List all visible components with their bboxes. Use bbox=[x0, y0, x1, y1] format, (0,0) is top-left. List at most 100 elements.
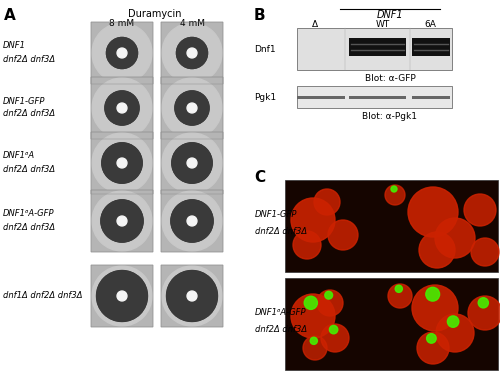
Bar bbox=[161, 22, 223, 84]
Circle shape bbox=[105, 91, 139, 125]
Circle shape bbox=[310, 337, 318, 344]
Bar bbox=[91, 190, 153, 252]
Circle shape bbox=[187, 216, 197, 226]
Circle shape bbox=[96, 270, 148, 321]
Circle shape bbox=[105, 91, 139, 125]
Circle shape bbox=[328, 220, 358, 250]
Text: DNF1⁶A-GFP: DNF1⁶A-GFP bbox=[3, 210, 54, 219]
Circle shape bbox=[172, 143, 212, 183]
Circle shape bbox=[388, 284, 412, 308]
Circle shape bbox=[187, 103, 197, 113]
Circle shape bbox=[92, 78, 152, 138]
Bar bbox=[91, 77, 153, 139]
Bar bbox=[161, 265, 223, 327]
Text: dnf2Δ dnf3Δ: dnf2Δ dnf3Δ bbox=[3, 55, 55, 63]
Bar bbox=[161, 190, 223, 252]
Circle shape bbox=[171, 200, 213, 242]
Circle shape bbox=[102, 143, 142, 183]
Circle shape bbox=[101, 200, 143, 242]
Text: C: C bbox=[254, 170, 265, 185]
Text: Δ: Δ bbox=[312, 20, 318, 29]
Circle shape bbox=[117, 158, 127, 168]
Circle shape bbox=[187, 158, 197, 168]
Circle shape bbox=[162, 78, 222, 138]
Circle shape bbox=[176, 37, 208, 69]
Text: dnf2Δ dnf3Δ: dnf2Δ dnf3Δ bbox=[255, 325, 307, 334]
Circle shape bbox=[166, 270, 218, 321]
Circle shape bbox=[408, 187, 458, 237]
Bar bbox=[161, 77, 223, 139]
Text: Blot: α-GFP: Blot: α-GFP bbox=[364, 74, 416, 83]
Circle shape bbox=[102, 143, 142, 183]
Circle shape bbox=[291, 198, 335, 242]
Bar bbox=[91, 22, 153, 84]
Text: dnf2Δ dnf3Δ: dnf2Δ dnf3Δ bbox=[255, 227, 307, 236]
Circle shape bbox=[92, 266, 152, 326]
Circle shape bbox=[175, 91, 209, 125]
Circle shape bbox=[187, 48, 197, 58]
Circle shape bbox=[117, 103, 127, 113]
Text: Pgk1: Pgk1 bbox=[254, 92, 276, 102]
Bar bbox=[161, 22, 223, 84]
Bar bbox=[161, 132, 223, 194]
Circle shape bbox=[92, 23, 152, 83]
Bar bbox=[91, 77, 153, 139]
Circle shape bbox=[468, 296, 500, 330]
Circle shape bbox=[325, 291, 332, 299]
Bar bbox=[349, 95, 406, 98]
Circle shape bbox=[417, 332, 449, 364]
Circle shape bbox=[175, 91, 209, 125]
Text: DNF1: DNF1 bbox=[376, 10, 404, 20]
Circle shape bbox=[117, 291, 127, 301]
Text: dnf1Δ dnf2Δ dnf3Δ: dnf1Δ dnf2Δ dnf3Δ bbox=[3, 292, 82, 301]
Bar bbox=[285, 180, 498, 272]
Circle shape bbox=[293, 231, 321, 259]
Circle shape bbox=[426, 287, 440, 301]
Circle shape bbox=[314, 189, 340, 215]
Circle shape bbox=[426, 334, 436, 343]
Circle shape bbox=[92, 191, 152, 251]
Bar bbox=[297, 28, 452, 70]
Text: dnf2Δ dnf3Δ: dnf2Δ dnf3Δ bbox=[3, 164, 55, 174]
Bar bbox=[91, 190, 153, 252]
Circle shape bbox=[162, 191, 222, 251]
Circle shape bbox=[317, 290, 343, 316]
Text: DNF1⁶A-GFP: DNF1⁶A-GFP bbox=[255, 308, 306, 318]
Circle shape bbox=[291, 294, 335, 338]
Bar bbox=[161, 265, 223, 327]
Circle shape bbox=[391, 186, 397, 192]
Bar bbox=[412, 95, 450, 98]
Bar bbox=[161, 77, 223, 139]
Text: DNF1-GFP: DNF1-GFP bbox=[3, 96, 45, 105]
Circle shape bbox=[117, 216, 127, 226]
Bar bbox=[161, 190, 223, 252]
Circle shape bbox=[92, 133, 152, 193]
Circle shape bbox=[171, 200, 213, 242]
Text: A: A bbox=[4, 8, 16, 23]
Bar bbox=[297, 86, 452, 108]
Circle shape bbox=[471, 238, 499, 266]
Circle shape bbox=[395, 285, 402, 292]
Text: 4 mM: 4 mM bbox=[180, 19, 204, 28]
Circle shape bbox=[162, 266, 222, 326]
Circle shape bbox=[162, 133, 222, 193]
Text: Blot: α-Pgk1: Blot: α-Pgk1 bbox=[362, 112, 418, 121]
Text: dnf2Δ dnf3Δ: dnf2Δ dnf3Δ bbox=[3, 223, 55, 232]
Circle shape bbox=[419, 232, 455, 268]
Circle shape bbox=[187, 291, 197, 301]
Circle shape bbox=[172, 143, 212, 183]
Text: B: B bbox=[254, 8, 266, 23]
Circle shape bbox=[478, 298, 488, 308]
Text: WT: WT bbox=[376, 20, 390, 29]
Circle shape bbox=[330, 325, 338, 334]
Text: 8 mM: 8 mM bbox=[110, 19, 134, 28]
Text: Duramycin: Duramycin bbox=[128, 9, 182, 19]
Bar bbox=[91, 132, 153, 194]
Circle shape bbox=[106, 37, 138, 69]
Circle shape bbox=[412, 285, 458, 331]
Bar bbox=[91, 22, 153, 84]
Bar bbox=[91, 265, 153, 327]
Circle shape bbox=[96, 270, 148, 321]
Circle shape bbox=[162, 23, 222, 83]
Bar bbox=[349, 38, 406, 56]
